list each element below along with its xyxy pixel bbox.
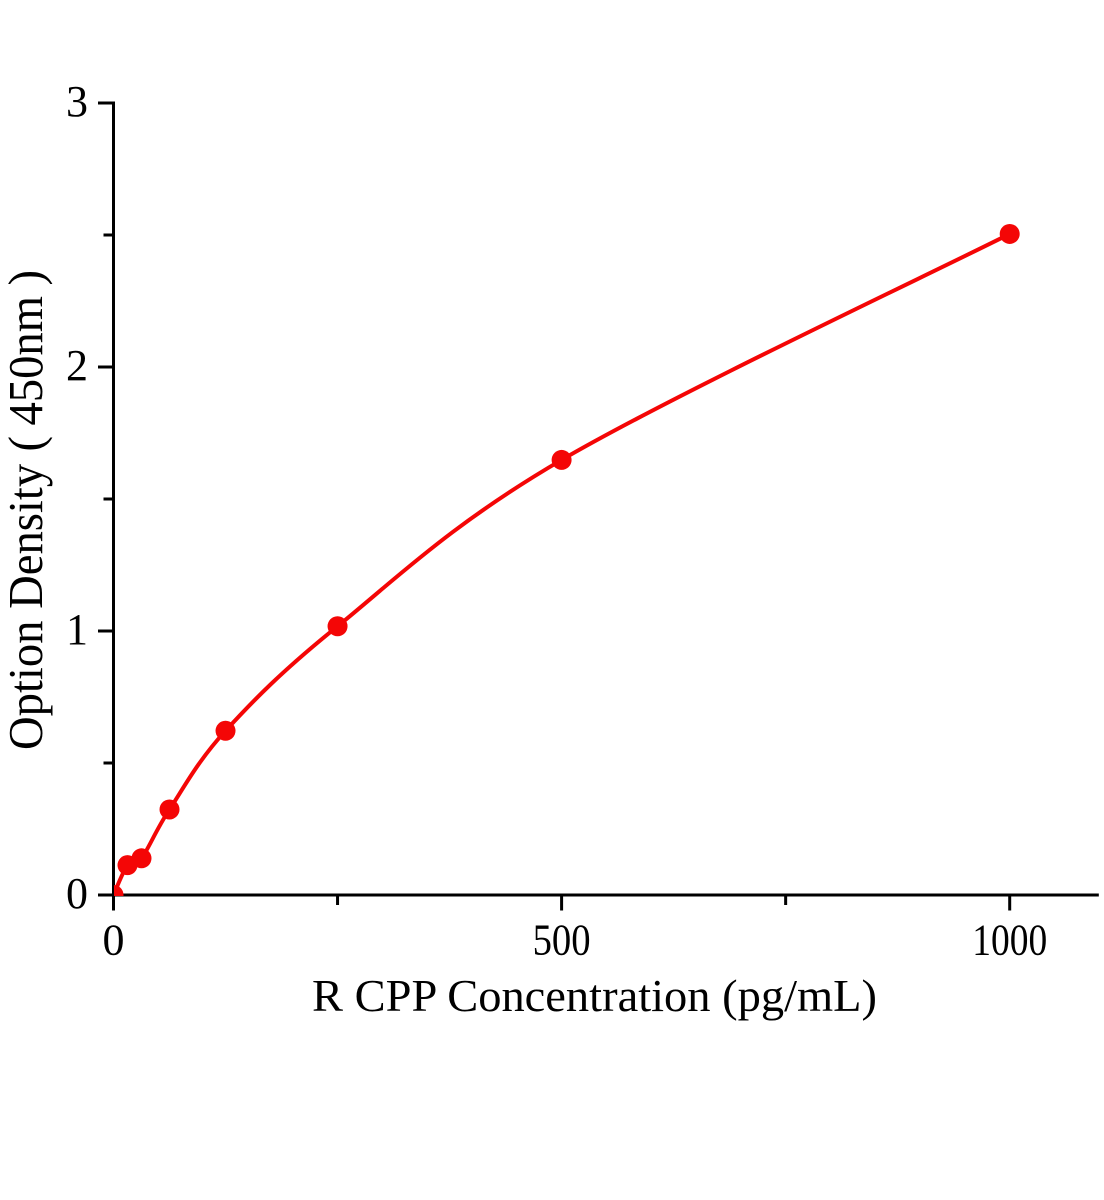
y-tick-label: 1 [66, 605, 88, 654]
x-tick-label: 500 [533, 916, 591, 965]
data-point-marker [999, 223, 1020, 244]
data-point-marker [327, 616, 348, 637]
data-point-marker [131, 848, 152, 869]
x-tick-label: 1000 [972, 916, 1047, 965]
data-point-markers [114, 223, 1020, 896]
axis-ticks [98, 101, 1012, 911]
data-point-marker [159, 799, 180, 820]
y-axis-title: Option Density(450nm) [0, 270, 53, 750]
y-tick-label: 0 [66, 869, 88, 918]
axis-tick-labels: 0 500 1000 0 1 2 3 [66, 77, 1047, 965]
x-axis-title: R CPP Concentration (pg/mL) [312, 970, 877, 1021]
x-tick-label: 0 [103, 916, 125, 965]
standard-curve-line [114, 232, 1011, 896]
data-series [114, 223, 1020, 896]
y-tick-label: 2 [66, 341, 88, 390]
data-point-marker [215, 720, 236, 741]
data-point-marker [551, 449, 572, 470]
axes [112, 101, 1099, 897]
data-point-marker [114, 885, 124, 896]
y-tick-label: 3 [66, 77, 88, 126]
